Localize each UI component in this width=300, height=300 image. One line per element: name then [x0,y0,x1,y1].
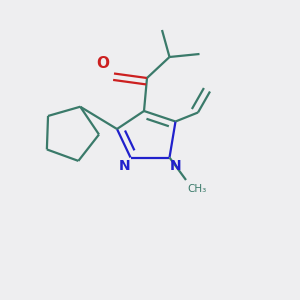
Text: O: O [97,56,110,70]
Text: CH₃: CH₃ [188,184,207,194]
Text: N: N [118,159,130,173]
Text: N: N [170,159,182,173]
